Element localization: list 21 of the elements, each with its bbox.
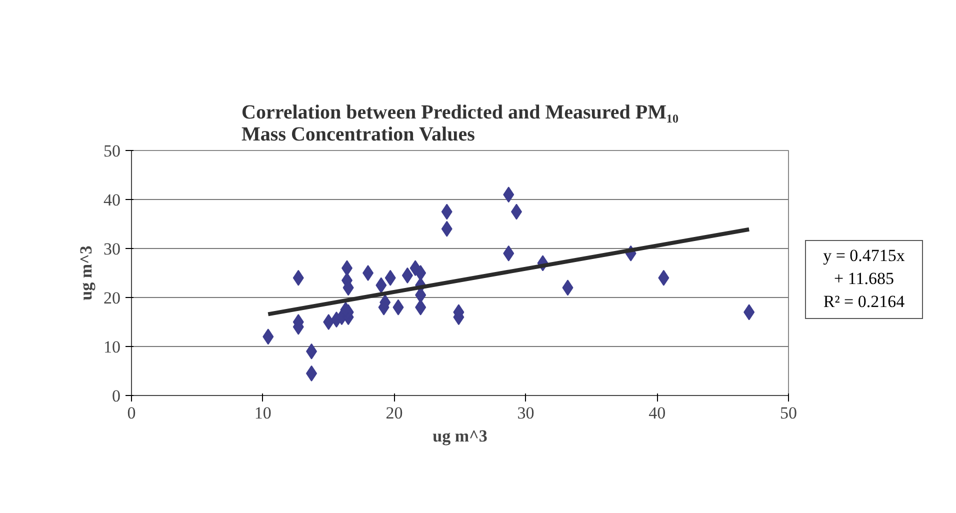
y-tick-label: 30 <box>104 240 120 258</box>
point <box>323 314 334 330</box>
x-tick-label: 0 <box>127 404 136 422</box>
chart-title: Correlation between Predicted and Measured PM₁₀ Mass Concentration Values <box>242 102 678 146</box>
y-tick-label: 0 <box>112 386 120 406</box>
x-tick-label: 20 <box>386 404 403 422</box>
text: y = 0.4715x <box>823 246 905 265</box>
x-axis-title: ug m^3 <box>432 426 488 446</box>
y-axis-title: ug m^3 <box>76 246 96 300</box>
y-tick-label: 20 <box>104 288 120 308</box>
y-tick-label: 50 <box>104 142 120 160</box>
x-tick-label: 10 <box>254 404 272 422</box>
y-tick-label: 10 <box>104 338 120 356</box>
x-tick-label: 40 <box>648 404 666 422</box>
text: R² = 0.2164 <box>823 292 905 311</box>
y-tick-label: 40 <box>104 190 120 210</box>
x-tick-label: 50 <box>780 404 797 422</box>
text: + 11.685 <box>834 268 894 288</box>
point <box>415 265 426 281</box>
x-tick-label: 30 <box>517 404 534 422</box>
point <box>362 265 374 281</box>
